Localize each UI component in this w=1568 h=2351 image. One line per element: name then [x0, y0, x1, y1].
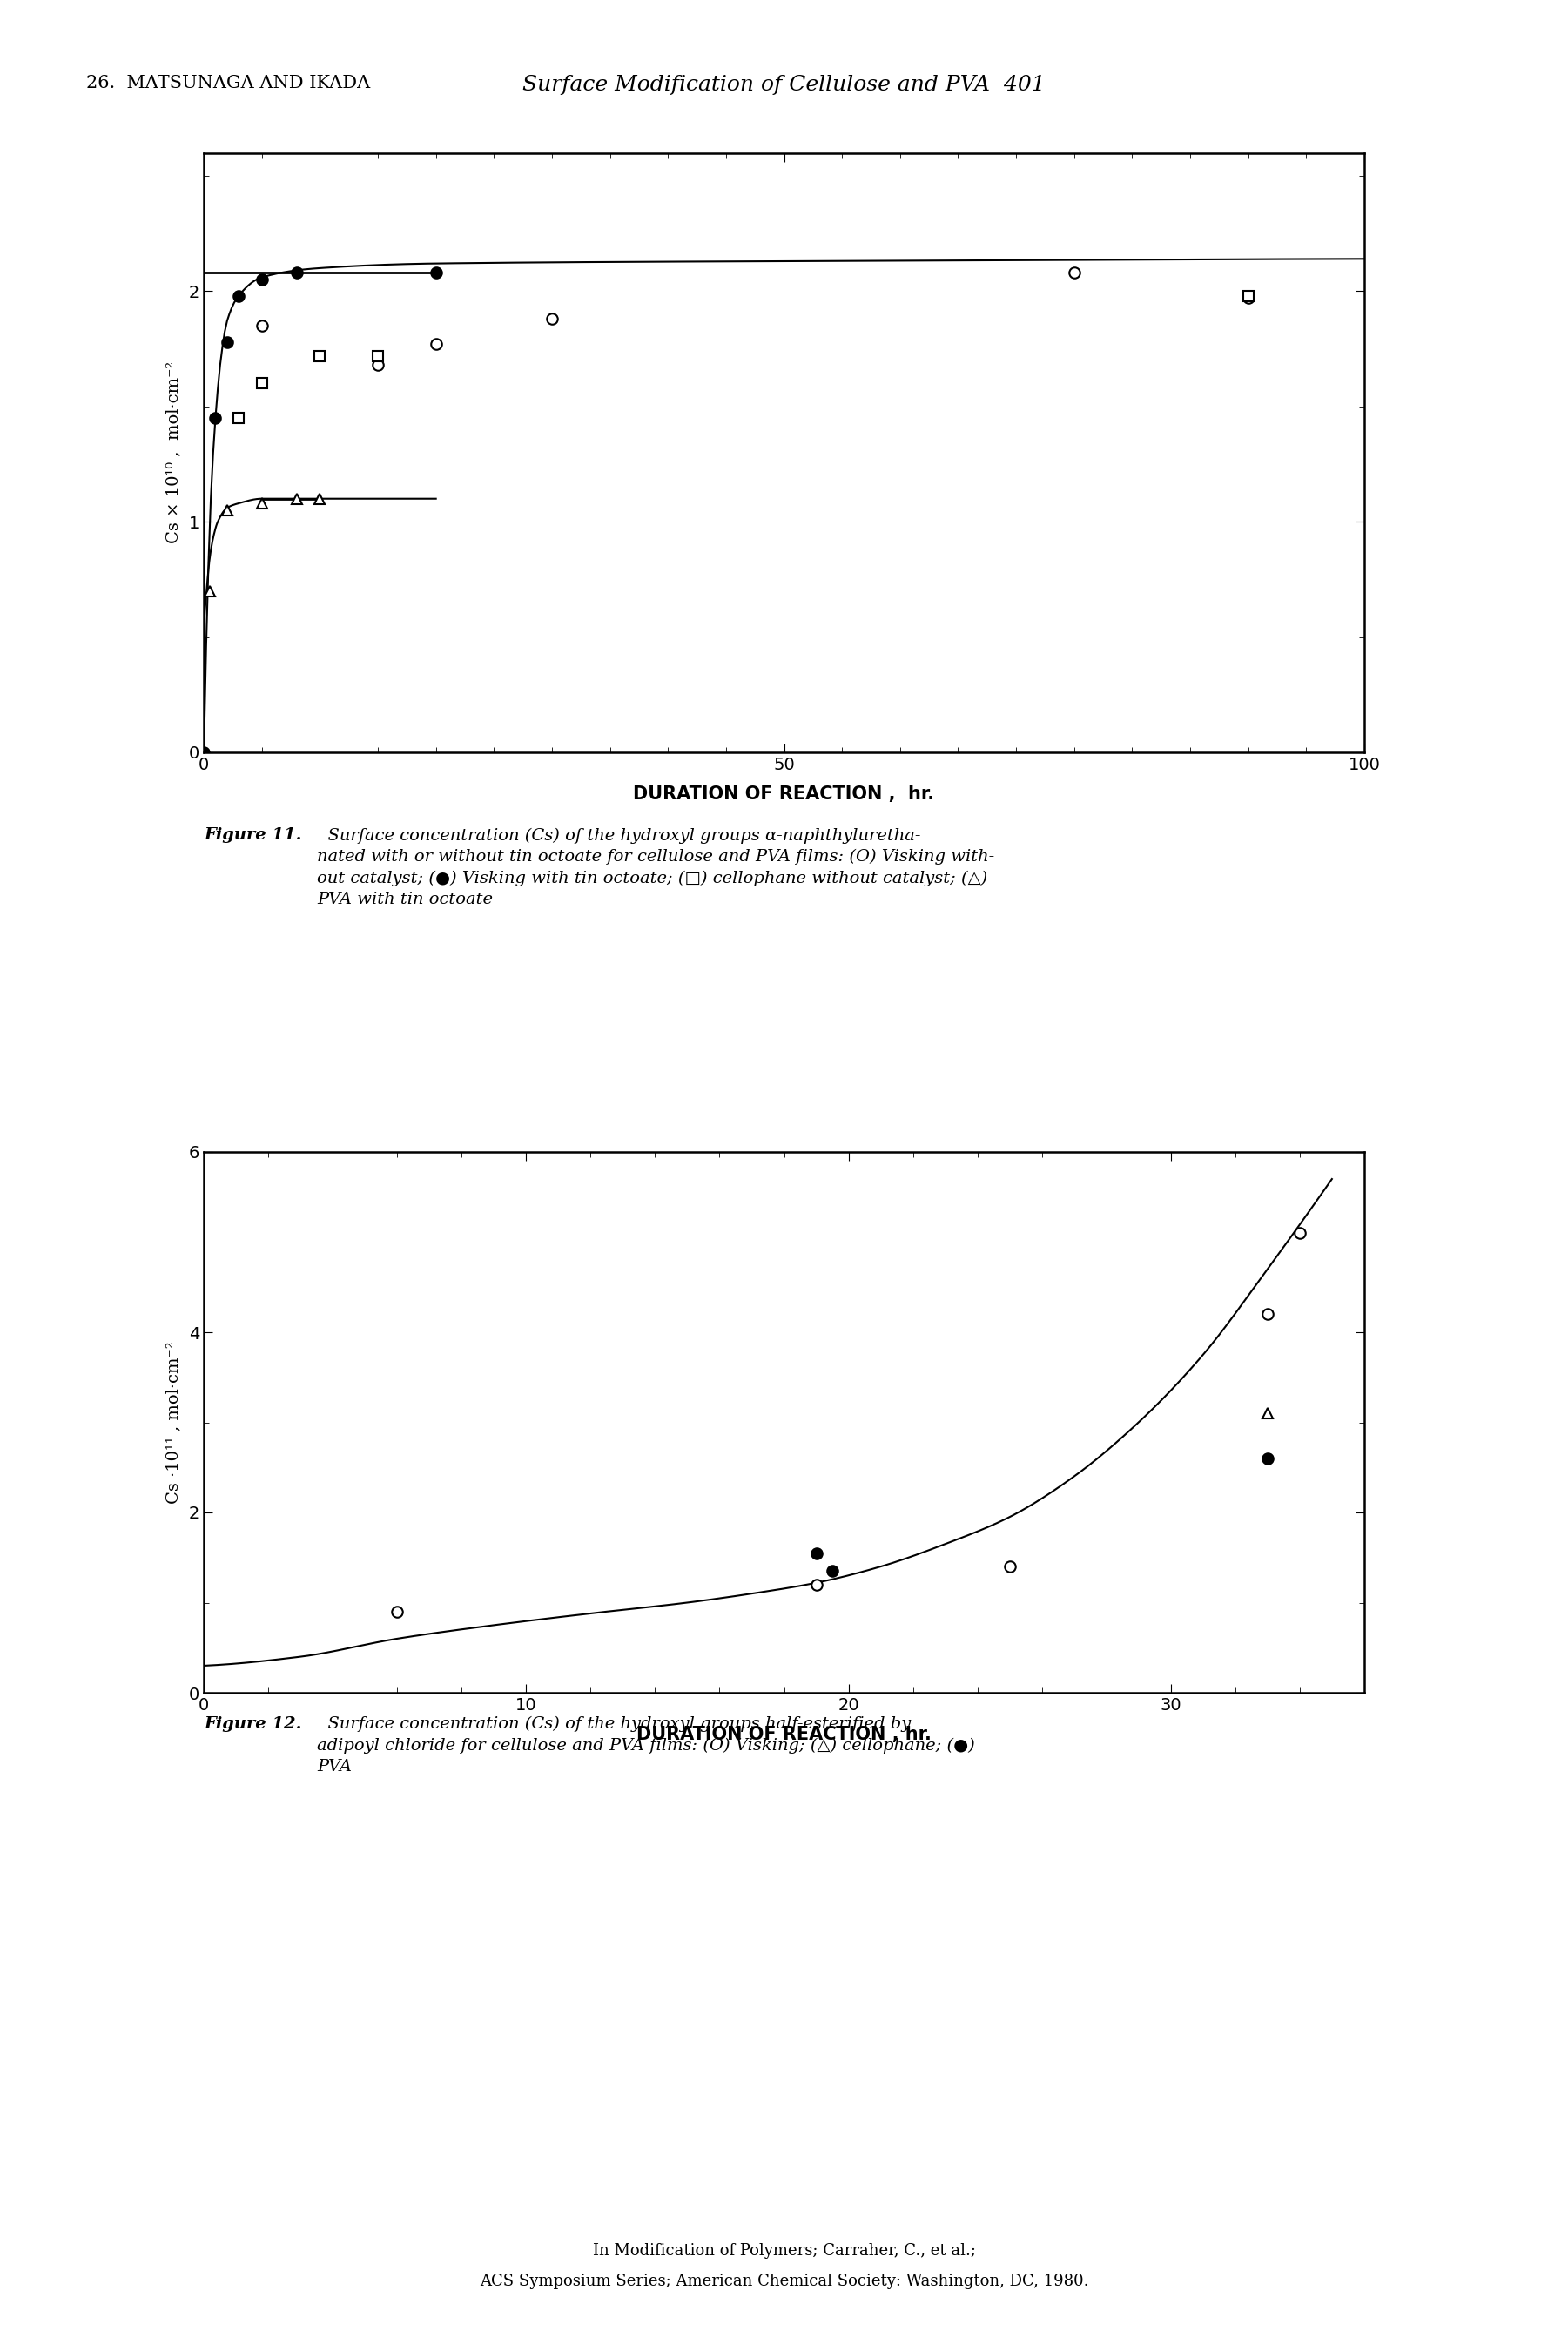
Y-axis label: Cs × 10¹⁰ ,  mol·cm⁻²: Cs × 10¹⁰ , mol·cm⁻² — [166, 362, 182, 543]
Text: 26.  MATSUNAGA AND IKADA: 26. MATSUNAGA AND IKADA — [86, 75, 370, 92]
Text: Figure 11.: Figure 11. — [204, 828, 301, 844]
Text: Surface concentration (Cs) of the hydroxyl groups half-esterified by
adipoyl chl: Surface concentration (Cs) of the hydrox… — [317, 1716, 975, 1775]
X-axis label: DURATION OF REACTION , hr.: DURATION OF REACTION , hr. — [637, 1726, 931, 1742]
Text: Figure 12.: Figure 12. — [204, 1716, 301, 1733]
X-axis label: DURATION OF REACTION ,  hr.: DURATION OF REACTION , hr. — [633, 785, 935, 802]
Y-axis label: Cs ·10¹¹ , mol·cm⁻²: Cs ·10¹¹ , mol·cm⁻² — [166, 1340, 182, 1505]
Text: Surface concentration (Cs) of the hydroxyl groups α-naphthyluretha-
nated with o: Surface concentration (Cs) of the hydrox… — [317, 828, 994, 907]
Text: In Modification of Polymers; Carraher, C., et al.;: In Modification of Polymers; Carraher, C… — [593, 2243, 975, 2259]
Text: ACS Symposium Series; American Chemical Society: Washington, DC, 1980.: ACS Symposium Series; American Chemical … — [480, 2273, 1088, 2290]
Text: Surface Modification of Cellulose and PVA  401: Surface Modification of Cellulose and PV… — [522, 75, 1046, 96]
